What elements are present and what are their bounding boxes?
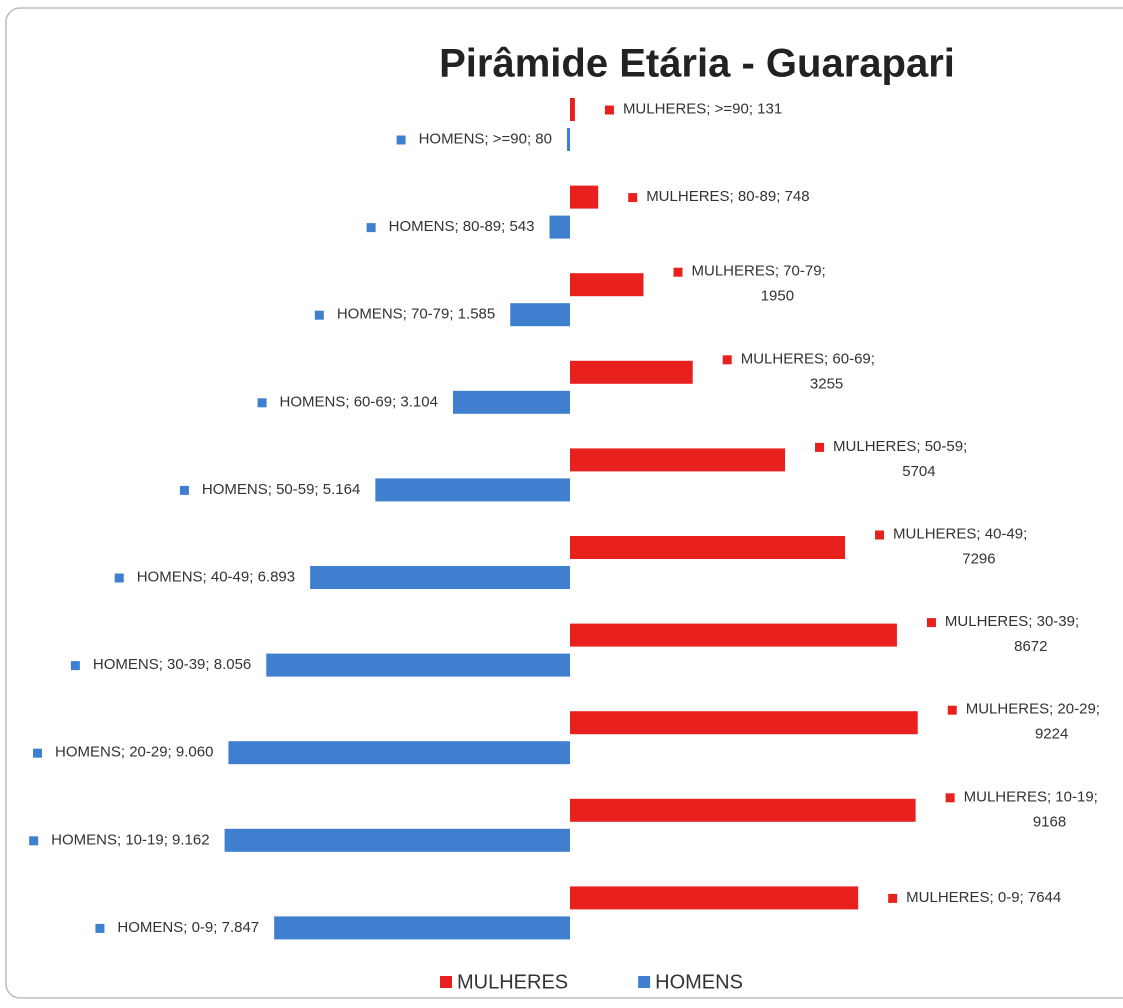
legend-marker [638,976,651,988]
label-marker [815,442,825,452]
bar [452,390,570,414]
bar [570,273,644,297]
data-label: MULHERES; >=90; 131 [623,100,782,117]
label-marker [366,223,376,233]
data-label-line: MULHERES; 70-79; [692,263,830,280]
bar [570,185,599,209]
label-marker [628,193,638,203]
bar [570,98,575,121]
data-label: HOMENS; 80-89; 543 [389,218,535,235]
label-marker [114,573,124,583]
data-label: HOMENS; 10-19; 9.162 [51,831,209,848]
data-label: MULHERES; 60-69; 3255 [741,350,879,392]
bar [228,741,571,765]
data-label: MULHERES; 30-39; 8672 [945,613,1083,655]
data-label: HOMENS; 20-29; 9.060 [55,744,213,761]
chart-title: Pirâmide Etária - Guarapari [439,42,955,86]
label-marker [926,618,936,628]
data-label-line: 5704 [902,463,935,480]
legend-marker [440,976,452,988]
data-label-line: 8672 [1014,638,1047,655]
data-label: MULHERES; 0-9; 7644 [906,889,1061,906]
data-label-line: 9224 [1035,726,1068,743]
legend-label: HOMENS [655,971,743,993]
label-marker [673,267,683,277]
bar [224,828,571,852]
data-label-line: 9168 [1033,813,1066,830]
data-label: HOMENS; 50-59; 5.164 [202,481,360,498]
bar [310,566,570,589]
data-label: HOMENS; 0-9; 7.847 [117,919,259,936]
label-marker [95,923,105,933]
label-marker [604,105,614,115]
bar [570,798,916,822]
data-label-line: MULHERES; 60-69; [741,350,879,367]
bar [274,916,570,940]
bar [549,215,570,239]
data-label: HOMENS; 30-39; 8.056 [93,656,251,673]
label-marker [396,135,406,145]
label-marker [722,355,732,365]
bar [566,128,570,151]
label-marker [947,705,957,715]
bar [266,653,570,677]
label-marker [875,530,885,540]
data-label: MULHERES; 70-79; 1950 [692,263,830,305]
label-marker [257,398,267,408]
data-label: MULHERES; 50-59; 5704 [833,438,971,480]
data-label: MULHERES; 10-19; 9168 [964,788,1102,830]
label-marker [314,310,324,320]
label-marker [179,485,189,495]
label-marker [70,661,80,671]
data-label-line: MULHERES; 20-29; [966,701,1104,718]
bar [570,448,786,472]
bar [570,886,859,910]
label-marker [945,793,955,803]
data-label-line: MULHERES; 10-19; [964,788,1102,805]
data-label: HOMENS; 60-69; 3.104 [280,393,438,410]
data-label-line: MULHERES; 30-39; [945,613,1083,630]
data-label: HOMENS; 40-49; 6.893 [137,568,295,585]
data-label-line: 3255 [810,375,843,392]
data-label: MULHERES; 80-89; 748 [646,188,809,205]
bar [570,711,918,735]
bar [570,360,693,384]
data-label-line: 7296 [962,550,995,567]
data-label: MULHERES; 40-49; 7296 [893,525,1031,567]
data-label: HOMENS; 70-79; 1.585 [337,306,495,323]
bar [570,536,846,559]
label-marker [33,748,43,758]
label-marker [888,893,898,903]
data-label-line: MULHERES; 40-49; [893,525,1031,542]
data-label-line: MULHERES; 50-59; [833,438,971,455]
bar [375,478,570,502]
bar [510,303,570,327]
bar [570,623,897,647]
data-label: HOMENS; >=90; 80 [419,130,552,147]
data-label-line: 1950 [761,288,794,305]
label-marker [29,836,39,846]
legend-label: MULHERES [457,971,568,993]
data-label: MULHERES; 20-29; 9224 [966,701,1104,743]
